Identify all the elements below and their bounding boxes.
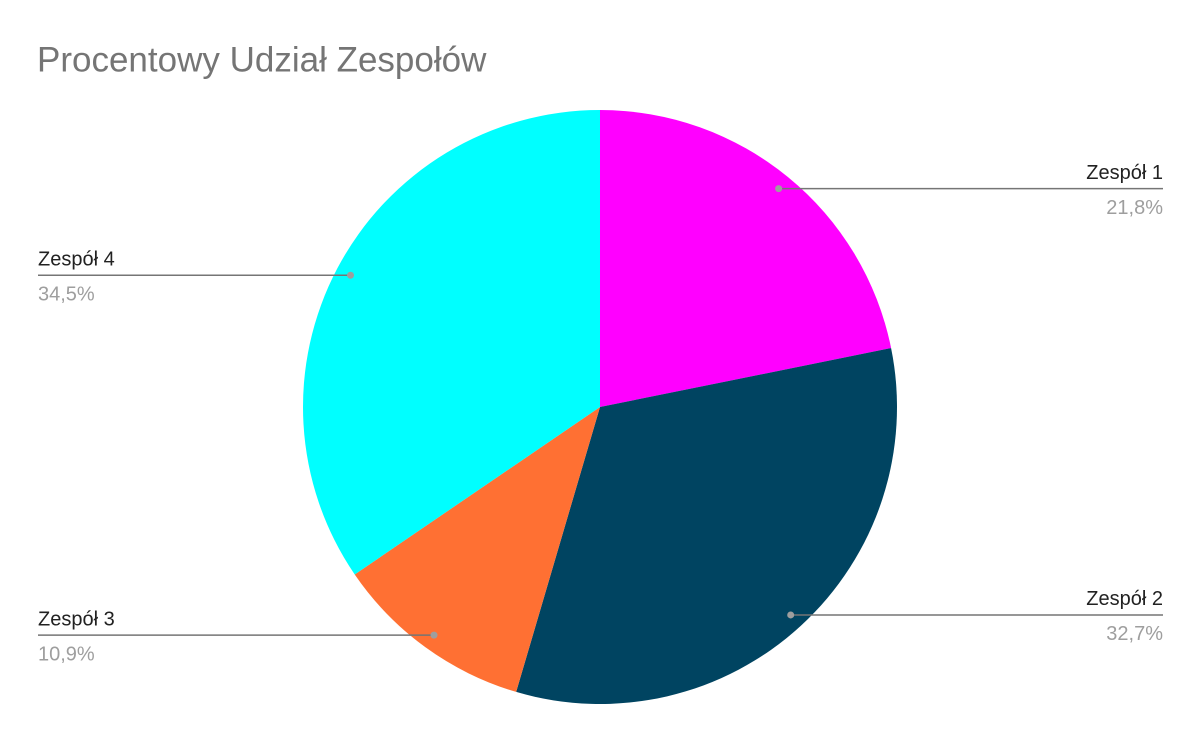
slice-label: Zespół 4 xyxy=(38,249,115,271)
leader-dot xyxy=(347,271,355,279)
slice-value-label: 21,8% xyxy=(1106,197,1163,219)
pie-slice xyxy=(354,407,600,692)
pie-slice xyxy=(302,110,600,575)
slice-value-label: 10,9% xyxy=(38,643,95,665)
slice-label: Zespół 1 xyxy=(1086,162,1163,184)
chart-title: Procentowy Udział Zespołów xyxy=(37,40,487,79)
slice-value-label: 34,5% xyxy=(38,284,95,306)
slice-value-label: 32,7% xyxy=(1106,623,1163,645)
leader-dot xyxy=(787,611,795,619)
leader-dot xyxy=(430,631,438,639)
pie-slice xyxy=(600,110,892,407)
leader-dot xyxy=(775,185,783,193)
slice-label: Zespół 2 xyxy=(1086,588,1163,610)
slice-label: Zespół 3 xyxy=(38,608,115,630)
